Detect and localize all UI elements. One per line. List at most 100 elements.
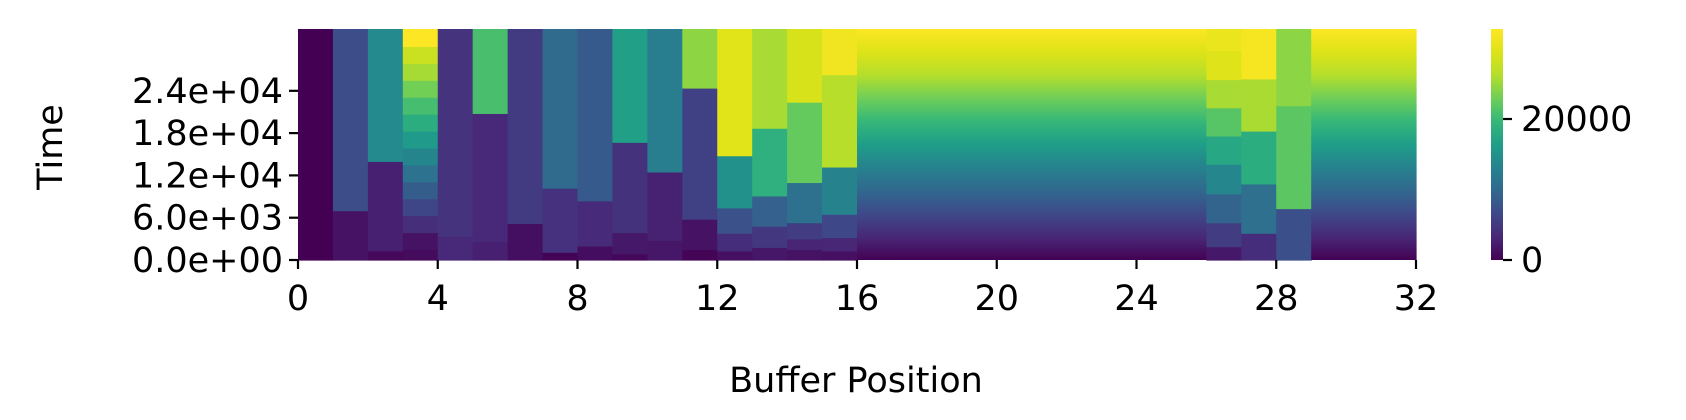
heatmap-cell — [577, 200, 614, 247]
heatmap-cell — [787, 238, 823, 251]
heatmap-cell — [1206, 107, 1242, 137]
heatmap-cell — [367, 250, 404, 261]
heatmap-cell — [647, 171, 683, 241]
heatmap-cell — [1206, 222, 1242, 248]
heatmap-cell — [367, 161, 404, 252]
heatmap-cell — [402, 232, 439, 251]
x-tick-label: 20 — [974, 279, 1019, 319]
heatmap-cell — [472, 29, 509, 114]
heatmap-cell — [752, 195, 788, 227]
heatmap-cell — [1206, 50, 1242, 81]
x-tick-label: 28 — [1254, 279, 1299, 319]
heatmap-cell — [787, 29, 823, 103]
heatmap-cell — [402, 29, 439, 47]
heatmap-cell — [472, 113, 509, 243]
y-axis-label: Time — [31, 104, 71, 191]
heatmap-cell — [752, 29, 788, 129]
heatmap-cell — [891, 29, 928, 260]
heatmap-cell — [1276, 208, 1312, 261]
x-tick-label: 4 — [427, 279, 449, 319]
heatmap-cell — [437, 236, 474, 261]
heatmap-cell — [1241, 29, 1277, 80]
heatmap-cell — [857, 29, 893, 260]
y-tick-label: 1.8e+04 — [132, 114, 283, 154]
x-tick-label: 12 — [695, 279, 740, 319]
heatmap-cell — [822, 74, 858, 168]
heatmap-cell — [822, 250, 858, 261]
heatmap-cell — [507, 223, 544, 261]
heatmap-cell — [787, 222, 823, 240]
heatmap-cell — [1206, 79, 1242, 109]
heatmap-cell — [542, 188, 579, 253]
heatmap-cell — [1206, 135, 1242, 165]
heatmap-cell — [542, 29, 579, 189]
heatmap-cell — [1346, 29, 1382, 260]
heatmap-cell — [367, 29, 404, 162]
heatmap-cell — [787, 182, 823, 224]
heatmap-cell — [717, 29, 753, 157]
heatmap-cell — [822, 237, 858, 252]
heatmap-cell — [1171, 29, 1207, 260]
heatmap-cell — [1206, 164, 1242, 195]
heatmap-cell — [717, 233, 753, 252]
heatmap-cell — [682, 87, 718, 220]
heatmap-cell — [1311, 29, 1347, 260]
heatmap-cell — [787, 102, 823, 184]
colorbar-tick-label: 20000 — [1521, 100, 1632, 140]
heatmap-cell — [787, 249, 823, 261]
y-tick-label: 6.0e+03 — [132, 199, 283, 239]
colorbar: 0 20000 — [1491, 29, 1632, 281]
heatmap-cell — [402, 114, 439, 132]
y-tick-label: 1.2e+04 — [132, 156, 283, 196]
heatmap-cell — [402, 198, 439, 217]
heatmap-cell — [996, 29, 1033, 260]
y-tick-label: 0.0e+00 — [132, 241, 283, 281]
heatmap-cell — [507, 29, 544, 224]
heatmap-cell — [1241, 183, 1277, 234]
heatmap-cell — [542, 252, 579, 261]
heatmap-cell — [1206, 246, 1242, 261]
x-tick-label: 16 — [835, 279, 880, 319]
heatmap-cell — [402, 80, 439, 98]
heatmap-cell — [298, 29, 334, 261]
heatmap-cell — [647, 240, 683, 261]
heatmap-cell — [577, 245, 614, 261]
heatmap-cell — [612, 142, 648, 234]
heatmap-cell — [752, 226, 788, 248]
heatmap-cell — [402, 249, 439, 261]
heatmap-cell — [682, 219, 718, 251]
heatmap-cell — [752, 247, 788, 261]
heatmap-cells — [298, 29, 1417, 261]
x-tick-label: 8 — [566, 279, 588, 319]
heatmap-cell — [1206, 29, 1242, 52]
heatmap-cell — [822, 166, 858, 215]
heatmap-cell — [647, 29, 683, 173]
heatmap-cell — [961, 29, 998, 260]
heatmap-cell — [402, 181, 439, 200]
heatmap-cell — [682, 249, 718, 261]
axes: 0 4 8 12 16 20 24 28 32 0.0e+006.0e+031.2e+041.8e… — [132, 72, 1438, 319]
x-axis-label: Buffer Position — [729, 361, 983, 401]
heatmap-cell — [402, 215, 439, 234]
x-tick-label: 24 — [1114, 279, 1159, 319]
heatmap-cell — [717, 250, 753, 261]
heatmap-cell — [717, 155, 753, 209]
heatmap-cell — [612, 253, 648, 261]
heatmap-cell — [577, 29, 614, 202]
heatmap-cell — [1136, 29, 1173, 260]
heatmap-cell — [926, 29, 963, 260]
heatmap-cell — [822, 29, 858, 76]
heatmap-cell — [1276, 105, 1312, 210]
heatmap-cell — [612, 232, 648, 255]
x-tick-label: 32 — [1394, 279, 1439, 319]
heatmap-cell — [612, 29, 648, 143]
heatmap-cell — [402, 164, 439, 183]
heatmap-cell — [402, 130, 439, 149]
heatmap-cell — [682, 29, 718, 89]
heatmap-cell — [717, 207, 753, 234]
heatmap-cell — [402, 46, 439, 64]
colorbar-gradient — [1491, 29, 1503, 260]
heatmap-cell — [332, 210, 369, 261]
heatmap-cell — [822, 214, 858, 239]
